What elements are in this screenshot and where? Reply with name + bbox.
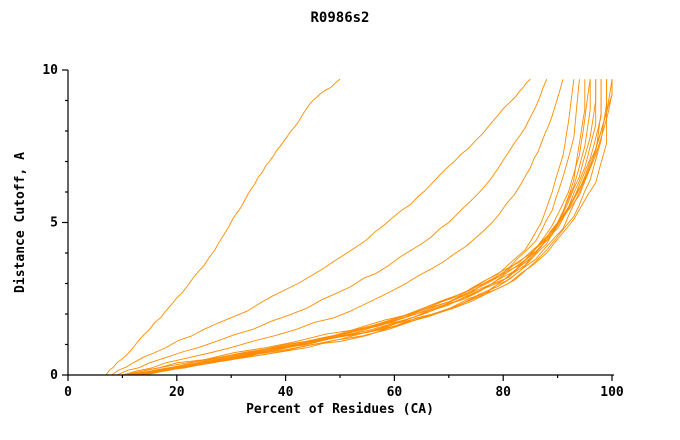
y-tick-label: 0 [50,368,58,383]
series-line [127,79,602,376]
series-line [138,79,591,376]
x-tick-label: 60 [387,385,403,400]
x-tick-label: 100 [600,385,624,400]
chart-title: R0986s2 [310,10,369,26]
x-tick-label: 40 [278,385,294,400]
x-tick-label: 80 [495,385,511,400]
y-tick-label: 5 [50,216,58,231]
series-line [122,79,564,376]
y-axis-label: Distance Cutoff, A [13,152,28,293]
series-line [127,79,580,376]
series-line [144,79,597,376]
x-axis-label: Percent of Residues (CA) [246,402,434,417]
series-line [116,79,548,376]
y-tick-label: 10 [42,63,58,78]
series-line [127,79,613,376]
series-line [111,78,531,376]
x-tick-label: 0 [64,385,72,400]
series-line [138,79,608,376]
series-line [144,79,613,376]
series-line [133,79,608,376]
series-line [105,78,341,376]
series-line [122,79,575,376]
x-tick-label: 20 [169,385,185,400]
